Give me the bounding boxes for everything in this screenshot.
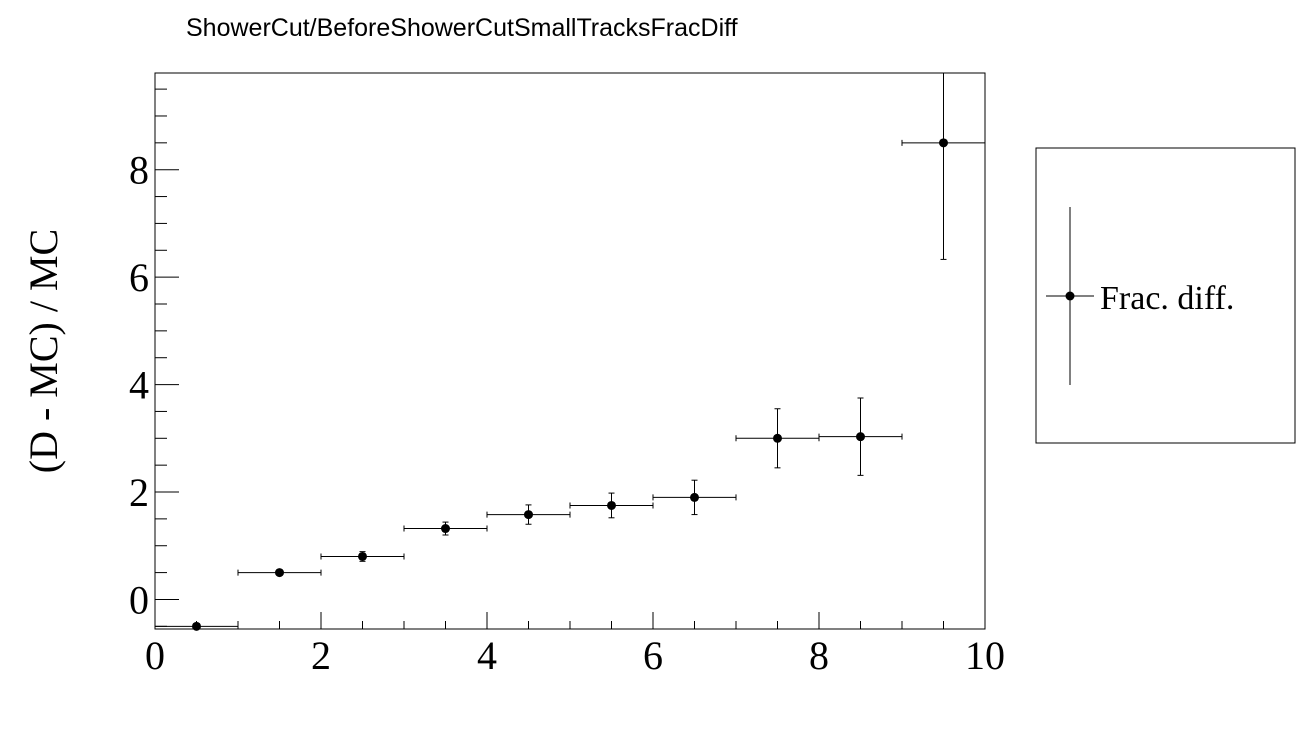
y-tick-label: 8 bbox=[129, 148, 149, 193]
data-point bbox=[901, 73, 986, 260]
x-tick-label: 4 bbox=[477, 633, 497, 678]
x-tick-label: 6 bbox=[643, 633, 663, 678]
legend-entry-label: Frac. diff. bbox=[1100, 280, 1234, 317]
data-point bbox=[486, 504, 571, 525]
data-marker bbox=[275, 568, 284, 578]
data-point bbox=[735, 408, 820, 469]
data-point bbox=[320, 551, 405, 562]
data-marker bbox=[358, 551, 367, 561]
y-tick-label: 6 bbox=[129, 255, 149, 300]
y-tick-label: 4 bbox=[129, 363, 149, 408]
x-axis: 0 2 4 6 8 10 bbox=[145, 612, 1005, 678]
data-marker bbox=[856, 432, 865, 442]
data-point bbox=[652, 479, 737, 516]
y-tick-label: 2 bbox=[129, 470, 149, 515]
data-marker bbox=[607, 500, 616, 510]
y-axis: 0 2 4 6 8 bbox=[129, 88, 179, 627]
data-point bbox=[818, 397, 903, 476]
x-tick-label: 2 bbox=[311, 633, 331, 678]
data-series bbox=[154, 73, 986, 631]
data-marker bbox=[690, 492, 699, 502]
data-marker bbox=[192, 621, 201, 631]
y-tick-label: 0 bbox=[129, 577, 149, 622]
x-tick-label: 10 bbox=[965, 633, 1005, 678]
data-marker bbox=[441, 524, 450, 534]
data-point bbox=[237, 568, 322, 578]
chart-title: ShowerCut/BeforeShowerCutSmallTracksFrac… bbox=[186, 14, 738, 42]
data-marker bbox=[773, 433, 782, 443]
x-tick-label: 0 bbox=[145, 633, 165, 678]
y-axis-label: (D - MC) / MC bbox=[21, 229, 66, 473]
plot-frame bbox=[154, 72, 986, 630]
legend: Frac. diff. bbox=[1035, 147, 1296, 444]
x-tick-label: 8 bbox=[809, 633, 829, 678]
data-point bbox=[154, 621, 239, 631]
data-marker bbox=[939, 138, 948, 148]
legend-marker bbox=[1065, 291, 1075, 301]
data-point bbox=[569, 492, 654, 519]
data-marker bbox=[524, 510, 533, 520]
data-point bbox=[403, 521, 488, 536]
